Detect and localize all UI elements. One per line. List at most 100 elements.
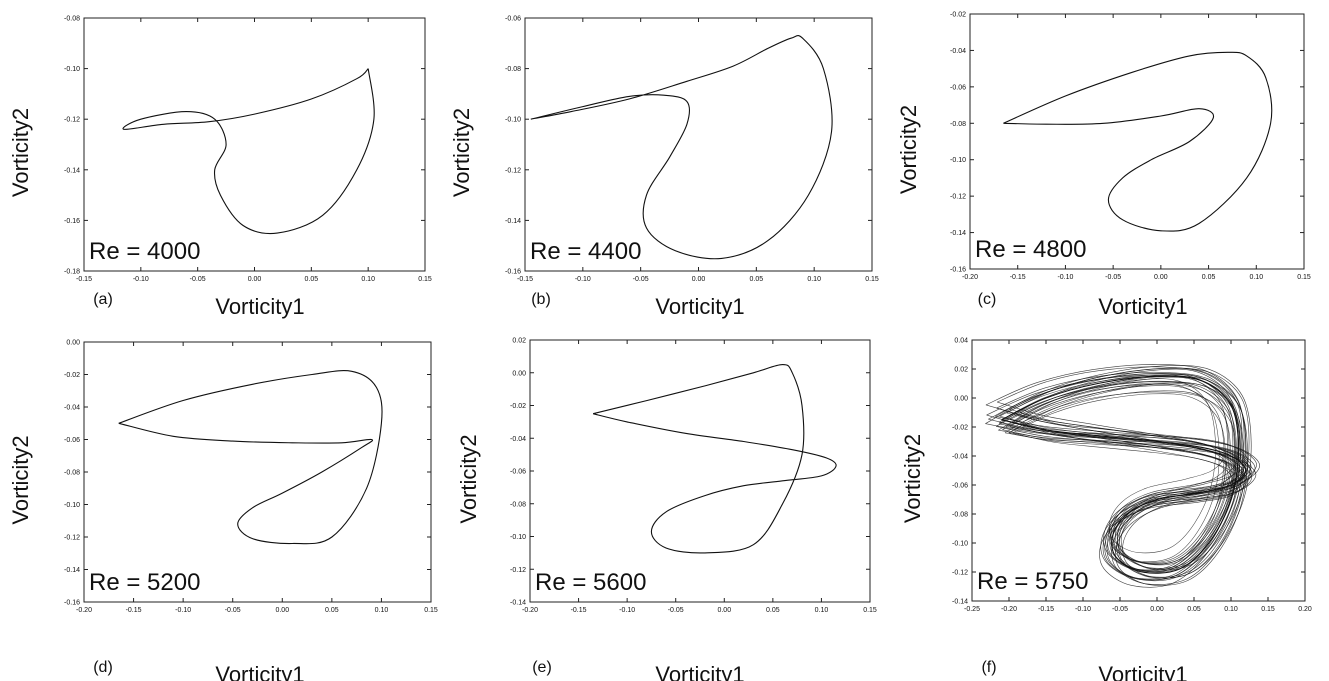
x-tick-label: -0.05 [668,607,684,614]
plot-frame [969,13,1305,270]
y-tick-label: -0.14 [64,567,80,574]
y-tick-label: -0.12 [64,117,80,124]
y-tick-label: -0.16 [64,600,80,607]
plot-frame [529,339,871,603]
y-tick-label: 0.00 [954,396,968,403]
x-tick-label: 0.10 [1249,274,1263,281]
y-tick-label: -0.16 [64,218,80,225]
x-tick-label: 0.15 [1297,274,1311,281]
y-tick-label: 0.02 [512,338,526,345]
y-tick-label: -0.10 [505,117,521,124]
re-annotation: Re = 4000 [89,238,200,265]
x-tick-label: 0.00 [692,276,706,283]
y-axis-label: Vorticity2 [900,434,925,523]
attractor-orbit [986,374,1248,588]
y-tick-label: -0.02 [64,372,80,379]
panel-letter: (d) [93,659,113,676]
x-tick-label: 0.15 [418,276,432,283]
x-tick-label: -0.20 [522,607,538,614]
chart-panel-e: -0.20 -0.15 -0.10 -0.05 0.00 0.05 0.10 0.15 0.02… [456,338,877,681]
attractor-orbit [995,365,1260,579]
y-tick-label: -0.04 [950,48,966,55]
y-tick-label: -0.06 [950,84,966,91]
y-tick-label: -0.04 [952,454,968,461]
chart-panel-d: -0.20 -0.15 -0.10 -0.05 0.00 0.05 0.10 0.15 0.00… [8,340,438,681]
x-tick-label: 0.15 [1261,606,1275,613]
panel-letter: (c) [978,291,997,308]
series-line [1003,51,1273,232]
x-tick-label: 0.00 [1150,606,1164,613]
y-tick-label: -0.16 [505,269,521,276]
y-tick-label: -0.08 [950,121,966,128]
y-tick-label: -0.04 [510,436,526,443]
y-tick-label: -0.08 [64,470,80,477]
series-line [122,68,375,235]
panel-letter: (a) [93,291,113,308]
panel-letter: (f) [981,659,996,676]
chart-panel-a: -0.15 -0.10 -0.05 0.00 0.05 0.10 0.15 -0.08 -0.1… [8,16,432,320]
x-tick-label: -0.10 [1075,606,1091,613]
plot-frame [83,17,426,272]
y-tick-label: -0.10 [952,541,968,548]
y-tick-label: -0.10 [510,534,526,541]
y-tick-label: -0.12 [505,167,521,174]
y-tick-label: -0.02 [950,12,966,19]
attractor-orbit [1022,390,1237,565]
x-tick-label: -0.05 [190,276,206,283]
attractor-orbit [998,374,1252,578]
x-tick-label: -0.15 [571,607,587,614]
x-tick-label: 0.15 [863,607,877,614]
x-tick-label: 0.05 [1202,274,1216,281]
x-axis-label: Vorticity1 [655,294,744,319]
x-axis-label: Vorticity1 [655,662,744,681]
y-axis-label: Vorticity2 [449,108,474,197]
re-annotation: Re = 5600 [535,569,646,596]
attractor-orbit [1008,382,1253,579]
x-tick-label: -0.10 [1057,274,1073,281]
y-tick-label: -0.10 [64,502,80,509]
x-tick-label: -0.20 [76,607,92,614]
x-tick-label: -0.15 [1010,274,1026,281]
series-line [118,370,383,545]
x-tick-label: -0.15 [126,607,142,614]
x-tick-label: 0.05 [1187,606,1201,613]
y-axis-label: Vorticity2 [896,105,921,194]
y-tick-label: -0.10 [950,157,966,164]
plot-frame [83,341,432,603]
y-tick-label: -0.08 [505,66,521,73]
x-tick-label: 0.05 [750,276,764,283]
x-tick-label: 0.00 [248,276,262,283]
x-tick-label: -0.10 [619,607,635,614]
x-tick-label: 0.10 [375,607,389,614]
re-annotation: Re = 5750 [977,568,1088,595]
attractor-orbit [999,376,1241,572]
x-tick-label: 0.05 [766,607,780,614]
y-tick-label: -0.12 [510,567,526,574]
x-tick-label: 0.10 [1224,606,1238,613]
series-line [592,364,837,554]
series-line [530,35,833,260]
attractor-orbit [985,367,1256,585]
x-tick-label: 0.00 [717,607,731,614]
y-tick-label: -0.12 [950,194,966,201]
panel-letter: (e) [532,659,552,676]
y-tick-label: 0.00 [512,370,526,377]
y-tick-label: -0.14 [64,167,80,174]
x-tick-label: -0.25 [964,606,980,613]
x-tick-label: 0.20 [1298,606,1312,613]
y-tick-label: -0.04 [64,405,80,412]
re-annotation: Re = 4800 [975,236,1086,263]
y-tick-label: -0.08 [510,501,526,508]
x-tick-label: -0.15 [76,276,92,283]
y-tick-label: 0.04 [954,338,968,345]
x-tick-label: -0.10 [133,276,149,283]
attractor-orbit [985,364,1252,581]
attractor-orbit [1009,383,1241,572]
x-tick-label: -0.05 [1112,606,1128,613]
x-tick-label: -0.20 [1001,606,1017,613]
y-tick-label: -0.12 [952,570,968,577]
y-tick-label: -0.16 [950,267,966,274]
y-axis-label: Vorticity2 [8,108,33,197]
x-tick-label: -0.05 [1105,274,1121,281]
